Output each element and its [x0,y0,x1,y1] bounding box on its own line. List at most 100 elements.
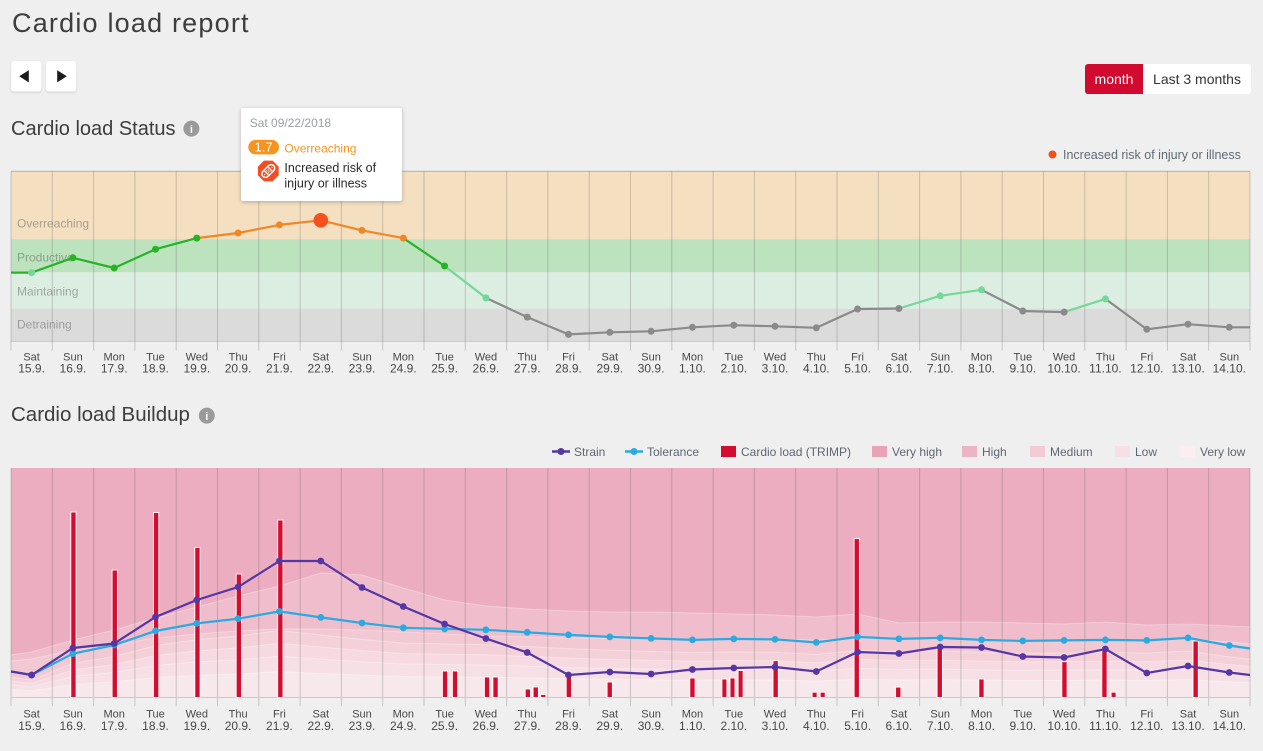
svg-text:2.10.: 2.10. [720,362,747,376]
svg-text:23.9.: 23.9. [349,362,376,376]
svg-text:Sun: Sun [352,708,372,720]
svg-text:Tue: Tue [435,708,454,720]
svg-text:Tue: Tue [1014,351,1033,363]
svg-text:17.9.: 17.9. [101,719,128,733]
svg-text:4.10.: 4.10. [803,719,830,733]
svg-text:Fri: Fri [562,708,575,720]
svg-text:Sat: Sat [1180,351,1197,363]
svg-text:2.10.: 2.10. [720,719,747,733]
svg-text:Mon: Mon [393,708,414,720]
svg-text:23.9.: 23.9. [349,719,376,733]
svg-text:3.10.: 3.10. [762,719,789,733]
svg-text:27.9.: 27.9. [514,719,541,733]
svg-text:15.9.: 15.9. [18,362,45,376]
svg-text:8.10.: 8.10. [968,362,995,376]
svg-text:1.10.: 1.10. [679,362,706,376]
svg-text:7.10.: 7.10. [927,362,954,376]
svg-text:12.10.: 12.10. [1130,362,1163,376]
svg-text:Last 3 months: Last 3 months [1153,71,1241,87]
svg-text:Mon: Mon [682,708,703,720]
svg-text:Fri: Fri [1140,351,1153,363]
svg-text:7.10.: 7.10. [927,719,954,733]
svg-text:19.9.: 19.9. [183,719,210,733]
svg-text:26.9.: 26.9. [473,362,500,376]
svg-text:Strain: Strain [574,445,605,459]
svg-text:Thu: Thu [229,351,248,363]
svg-text:i: i [205,411,208,423]
svg-text:29.9.: 29.9. [596,362,623,376]
svg-text:Sat: Sat [602,351,619,363]
svg-text:3.10.: 3.10. [762,362,789,376]
svg-text:21.9.: 21.9. [266,362,293,376]
svg-text:Very low: Very low [1200,445,1246,459]
svg-text:12.10.: 12.10. [1130,719,1163,733]
svg-text:Thu: Thu [1096,708,1115,720]
svg-text:Sat: Sat [313,708,330,720]
svg-text:11.10.: 11.10. [1089,719,1121,733]
svg-text:Fri: Fri [562,351,575,363]
svg-text:Sun: Sun [63,351,83,363]
svg-text:Medium: Medium [1050,445,1093,459]
svg-text:27.9.: 27.9. [514,362,541,376]
svg-text:28.9.: 28.9. [555,719,582,733]
svg-text:Wed: Wed [1053,708,1075,720]
svg-text:29.9.: 29.9. [596,719,623,733]
svg-text:Low: Low [1135,445,1157,459]
svg-text:19.9.: 19.9. [183,362,210,376]
svg-text:Maintaining: Maintaining [17,285,78,299]
svg-text:Sun: Sun [930,708,950,720]
svg-text:Mon: Mon [393,351,414,363]
svg-text:10.10.: 10.10. [1047,719,1080,733]
svg-text:24.9.: 24.9. [390,719,417,733]
svg-text:Tue: Tue [1014,708,1033,720]
svg-text:13.10.: 13.10. [1171,362,1204,376]
svg-text:5.10.: 5.10. [844,719,871,733]
svg-text:Thu: Thu [807,351,826,363]
svg-text:25.9.: 25.9. [431,719,458,733]
svg-text:Tue: Tue [146,351,165,363]
svg-text:20.9.: 20.9. [225,719,252,733]
svg-text:Sat 09/22/2018: Sat 09/22/2018 [250,116,332,130]
svg-text:21.9.: 21.9. [266,719,293,733]
svg-text:Sat: Sat [313,351,330,363]
svg-text:8.10.: 8.10. [968,719,995,733]
svg-text:Sun: Sun [641,708,661,720]
svg-text:i: i [190,124,193,136]
svg-text:30.9.: 30.9. [638,362,665,376]
svg-text:Fri: Fri [273,708,286,720]
svg-text:Sun: Sun [352,351,372,363]
svg-text:Cardio load Buildup: Cardio load Buildup [11,403,190,426]
svg-text:injury or illness: injury or illness [284,176,367,190]
svg-text:18.9.: 18.9. [142,362,169,376]
svg-text:Tolerance: Tolerance [647,445,699,459]
svg-text:Thu: Thu [807,708,826,720]
svg-text:Tue: Tue [725,351,744,363]
svg-text:17.9.: 17.9. [101,362,128,376]
svg-text:Fri: Fri [1140,708,1153,720]
svg-text:month: month [1095,71,1134,87]
svg-text:Sun: Sun [930,351,950,363]
svg-text:Sat: Sat [1180,708,1197,720]
svg-text:Sat: Sat [891,351,908,363]
svg-text:10.10.: 10.10. [1047,362,1080,376]
svg-text:24.9.: 24.9. [390,362,417,376]
svg-text:11.10.: 11.10. [1089,362,1121,376]
svg-text:26.9.: 26.9. [473,719,500,733]
svg-text:1.7: 1.7 [255,140,273,155]
svg-text:Wed: Wed [186,351,208,363]
svg-text:Thu: Thu [518,708,537,720]
svg-text:9.10.: 9.10. [1009,362,1036,376]
svg-text:14.10.: 14.10. [1213,362,1246,376]
svg-text:Cardio load Status: Cardio load Status [11,118,176,140]
svg-text:Mon: Mon [103,351,124,363]
svg-text:Wed: Wed [475,708,497,720]
svg-text:16.9.: 16.9. [60,719,87,733]
svg-text:18.9.: 18.9. [142,719,169,733]
svg-text:Sun: Sun [1220,708,1240,720]
svg-text:16.9.: 16.9. [60,362,87,376]
svg-text:Sun: Sun [63,708,83,720]
svg-text:Thu: Thu [1096,351,1115,363]
svg-text:28.9.: 28.9. [555,362,582,376]
svg-text:Sun: Sun [641,351,661,363]
svg-text:15.9.: 15.9. [18,719,45,733]
